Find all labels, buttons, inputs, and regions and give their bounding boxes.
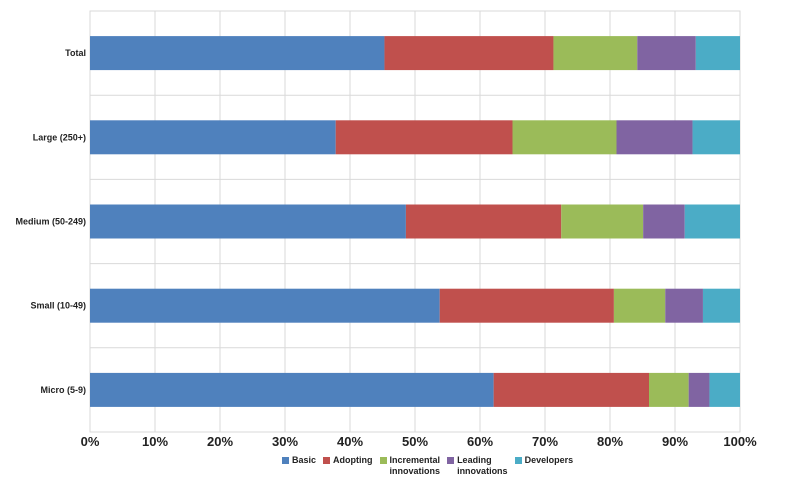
bar-segment: [702, 288, 740, 323]
bar-segment: [405, 204, 562, 239]
bar-segment: [616, 120, 693, 155]
legend-label: Incremental innovations: [389, 455, 441, 476]
bar-segment: [439, 288, 614, 323]
bar-segment: [709, 372, 740, 407]
bar-segment: [643, 204, 685, 239]
x-tick-label: 50%: [402, 434, 428, 449]
category-label: Medium (50-249): [15, 217, 86, 227]
bar-segment: [561, 204, 644, 239]
bar-segment: [613, 288, 666, 323]
x-tick-label: 30%: [272, 434, 298, 449]
bar-segment: [493, 372, 649, 407]
chart-legend: Basic Adopting Incremental innovations Lead…: [282, 455, 580, 477]
gridlines: [89, 10, 741, 433]
bar-segment: [90, 288, 440, 323]
category-label: Large (250+): [33, 132, 86, 142]
x-tick-label: 100%: [723, 434, 757, 449]
legend-swatch: [514, 457, 522, 464]
bar-segment: [335, 120, 513, 155]
x-tick-label: 10%: [142, 434, 168, 449]
bar-segment: [692, 120, 740, 155]
bar-segment: [553, 36, 638, 71]
x-tick-label: 70%: [532, 434, 558, 449]
bar-segment: [90, 204, 406, 239]
legend-label: Leading innovations: [457, 455, 508, 476]
legend-label: Adopting: [333, 455, 373, 465]
legend-item: Incremental innovations: [379, 455, 441, 477]
legend-item: Leading innovations: [447, 455, 508, 477]
bar-segment: [90, 372, 494, 407]
bar-segments: [90, 36, 740, 407]
legend-label: Basic: [292, 455, 317, 465]
bar-segment: [512, 120, 617, 155]
legend-label: Developers: [524, 455, 574, 465]
legend-swatch: [447, 457, 455, 464]
x-tick-labels: 0% 10% 20% 30% 40% 50% 60% 70% 80% 90% 100%: [81, 434, 757, 449]
bar-segment: [649, 372, 689, 407]
category-label: Small (10-49): [30, 301, 86, 311]
x-tick-label: 40%: [337, 434, 363, 449]
category-labels: Total Large (250+) Medium (50-249) Small (1…: [15, 48, 86, 395]
bar-segment: [665, 288, 703, 323]
category-label: Micro (5-9): [40, 385, 86, 395]
legend-item: Basic: [282, 455, 316, 466]
bar-segment: [384, 36, 554, 71]
category-label: Total: [65, 48, 86, 58]
legend-swatch: [323, 457, 331, 464]
bar-segment: [688, 372, 710, 407]
legend-item: Developers: [514, 455, 574, 466]
legend-item: Adopting: [323, 455, 373, 466]
bar-segment: [637, 36, 696, 71]
x-tick-label: 80%: [597, 434, 623, 449]
x-tick-label: 60%: [467, 434, 493, 449]
bar-segment: [695, 36, 740, 71]
x-tick-label: 20%: [207, 434, 233, 449]
bar-segment: [684, 204, 740, 239]
bar-segment: [90, 36, 385, 71]
bar-segment: [90, 120, 336, 155]
legend-swatch: [379, 457, 387, 464]
x-tick-label: 0%: [81, 434, 100, 449]
x-tick-label: 90%: [662, 434, 688, 449]
legend-swatch: [282, 457, 289, 464]
